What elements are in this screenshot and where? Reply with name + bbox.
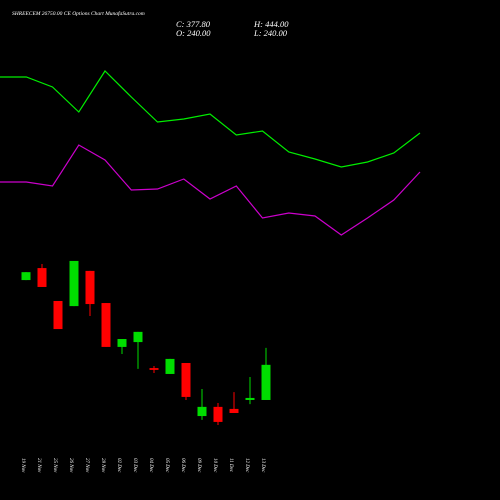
chart-title: SHREECEM 26750.00 CE Options Chart Munaf… (12, 10, 145, 17)
candle-body (101, 303, 111, 347)
candle-body (181, 362, 191, 397)
x-tick-label: 03 Dec (132, 458, 137, 473)
x-tick-label: 25 Nov (52, 458, 57, 473)
x-tick-label: 04 Dec (148, 458, 153, 473)
high-label: H: 444.00 (253, 19, 289, 29)
x-tick-label: 13 Dec (260, 458, 265, 473)
x-tick-label: 02 Dec (116, 458, 121, 473)
low-label: L: 240.00 (253, 28, 288, 38)
x-tick-label: 12 Dec (244, 458, 249, 473)
candle-body (21, 272, 31, 281)
x-tick-label: 28 Nov (100, 458, 105, 473)
x-tick-label: 11 Dec (228, 458, 233, 473)
candle-body (133, 331, 143, 343)
x-tick-label: 05 Dec (164, 458, 169, 473)
candle-body (37, 268, 47, 287)
candle-body (53, 300, 63, 330)
close-label: C: 377.80 (176, 19, 211, 29)
candle-body (213, 406, 223, 422)
candle-body (69, 260, 79, 307)
candle-body (197, 406, 207, 417)
x-tick-label: 09 Dec (196, 458, 201, 473)
x-tick-label: 21 Nov (36, 458, 41, 473)
candle-body (85, 270, 95, 305)
x-tick-label: 06 Dec (180, 458, 185, 473)
x-tick-label: 19 Nov (20, 458, 25, 473)
candle-body (165, 358, 175, 374)
x-tick-label: 10 Dec (212, 458, 217, 473)
x-tick-label: 27 Nov (84, 458, 89, 473)
candle-body (117, 339, 127, 347)
open-label: O: 240.00 (176, 28, 211, 38)
candle-body (229, 408, 239, 413)
candle-body (261, 364, 271, 400)
candle-body (149, 368, 159, 370)
candle-body (245, 397, 255, 400)
x-tick-label: 26 Nov (68, 458, 73, 473)
indicator-line (0, 144, 421, 236)
indicator-line (0, 70, 421, 168)
